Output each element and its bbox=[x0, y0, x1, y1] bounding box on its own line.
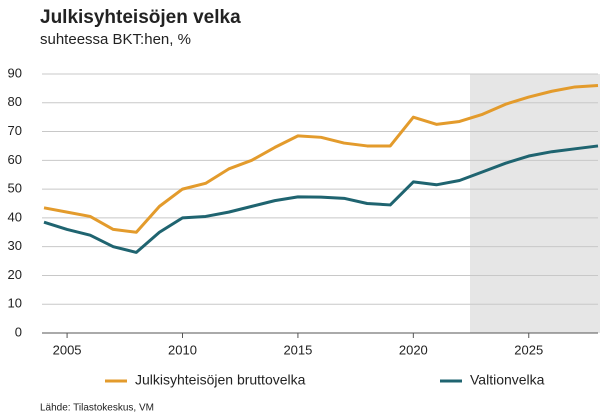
y-tick-label: 0 bbox=[15, 324, 22, 339]
y-tick-label: 70 bbox=[8, 123, 22, 138]
y-tick-label: 40 bbox=[8, 209, 22, 224]
x-tick-label: 2015 bbox=[283, 342, 312, 357]
forecast-shade bbox=[470, 74, 600, 333]
x-tick-label: 2010 bbox=[168, 342, 197, 357]
chart-subtitle: suhteessa BKT:hen, % bbox=[40, 31, 191, 48]
y-tick-label: 30 bbox=[8, 238, 22, 253]
y-tick-label: 10 bbox=[8, 296, 22, 311]
legend-label: Julkisyhteisöjen bruttovelka bbox=[135, 372, 306, 388]
line bbox=[43, 144, 599, 254]
y-tick-label: 50 bbox=[8, 181, 22, 196]
source: Lähde: Tilastokeskus, VM bbox=[40, 403, 154, 414]
chart-title: Julkisyhteisöjen velka bbox=[40, 7, 241, 28]
x-tick-label: 2005 bbox=[53, 342, 82, 357]
y-tick-label: 60 bbox=[8, 152, 22, 167]
x-tick-label: 2025 bbox=[514, 342, 543, 357]
y-tick-label: 90 bbox=[8, 65, 22, 80]
line bbox=[43, 84, 599, 234]
legend-label: Valtionvelka bbox=[470, 372, 545, 388]
y-tick-label: 20 bbox=[8, 267, 22, 282]
x-tick-label: 2020 bbox=[399, 342, 428, 357]
y-tick-label: 80 bbox=[8, 94, 22, 109]
